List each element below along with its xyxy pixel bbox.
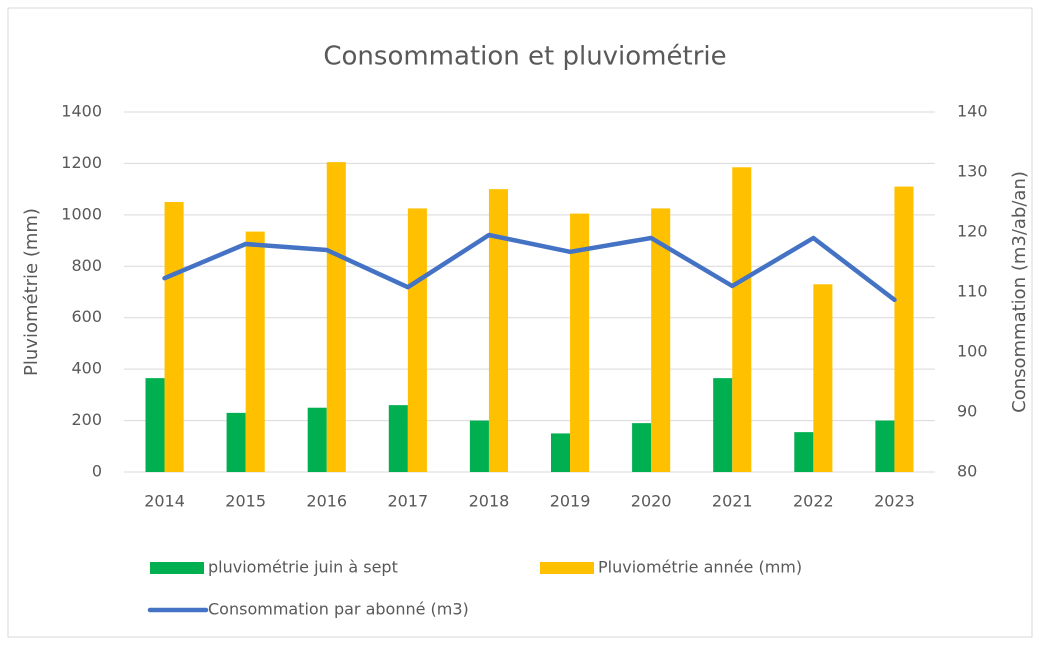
bar bbox=[813, 284, 833, 472]
bar bbox=[570, 213, 590, 473]
bar bbox=[388, 405, 408, 472]
x-tick-label: 2014 bbox=[144, 492, 185, 511]
x-tick-label: 2019 bbox=[550, 492, 591, 511]
y2-tick-label: 130 bbox=[957, 162, 988, 181]
chart-title: Consommation et pluviométrie bbox=[323, 42, 726, 72]
bar bbox=[713, 378, 733, 472]
y2-tick-label: 140 bbox=[957, 102, 988, 121]
x-tick-label: 2021 bbox=[712, 492, 753, 511]
legend-swatch bbox=[540, 562, 594, 574]
y-tick-label: 1400 bbox=[61, 102, 102, 121]
x-tick-label: 2017 bbox=[387, 492, 428, 511]
bar bbox=[326, 162, 346, 472]
line bbox=[162, 232, 897, 303]
y-tick-label: 600 bbox=[71, 307, 102, 326]
chart-border bbox=[7, 7, 1033, 638]
y-axis-label: Pluviométrie (mm) bbox=[21, 208, 42, 376]
y-tick-label: 1000 bbox=[61, 204, 102, 223]
bar bbox=[307, 407, 327, 472]
bar bbox=[226, 412, 246, 472]
bar bbox=[794, 432, 814, 472]
legend-label: Pluviométrie année (mm) bbox=[598, 558, 802, 577]
bar bbox=[488, 189, 509, 472]
y-tick-label: 800 bbox=[71, 256, 102, 275]
legend-label: Consommation par abonné (m3) bbox=[208, 600, 469, 619]
y-tick-label: 0 bbox=[92, 462, 102, 481]
bar bbox=[550, 433, 571, 472]
y-tick-label: 1200 bbox=[61, 153, 102, 172]
y2-tick-label: 80 bbox=[957, 462, 977, 481]
bar bbox=[732, 167, 752, 473]
bar bbox=[469, 420, 489, 472]
y2-tick-label: 120 bbox=[957, 222, 988, 241]
x-tick-label: 2018 bbox=[469, 492, 510, 511]
bar bbox=[145, 378, 165, 472]
legend-swatch bbox=[150, 562, 204, 574]
y2-tick-label: 90 bbox=[957, 402, 977, 421]
x-tick-label: 2015 bbox=[225, 492, 266, 511]
x-tick-label: 2022 bbox=[793, 492, 834, 511]
x-tick-label: 2023 bbox=[874, 492, 915, 511]
bar bbox=[407, 208, 427, 472]
bar bbox=[875, 420, 895, 472]
bar bbox=[632, 423, 652, 472]
bar bbox=[245, 231, 265, 472]
bar bbox=[894, 186, 914, 473]
y2-axis-label: Consommation (m3/ab/an) bbox=[1009, 171, 1030, 413]
y2-tick-label: 100 bbox=[957, 342, 988, 361]
x-tick-label: 2016 bbox=[306, 492, 347, 511]
bar bbox=[651, 208, 671, 472]
legend-label: pluviométrie juin à sept bbox=[208, 558, 398, 577]
y-tick-label: 200 bbox=[71, 410, 102, 429]
bar bbox=[164, 202, 184, 472]
y2-tick-label: 110 bbox=[957, 282, 988, 301]
y-tick-label: 400 bbox=[71, 359, 102, 378]
x-tick-label: 2020 bbox=[631, 492, 672, 511]
